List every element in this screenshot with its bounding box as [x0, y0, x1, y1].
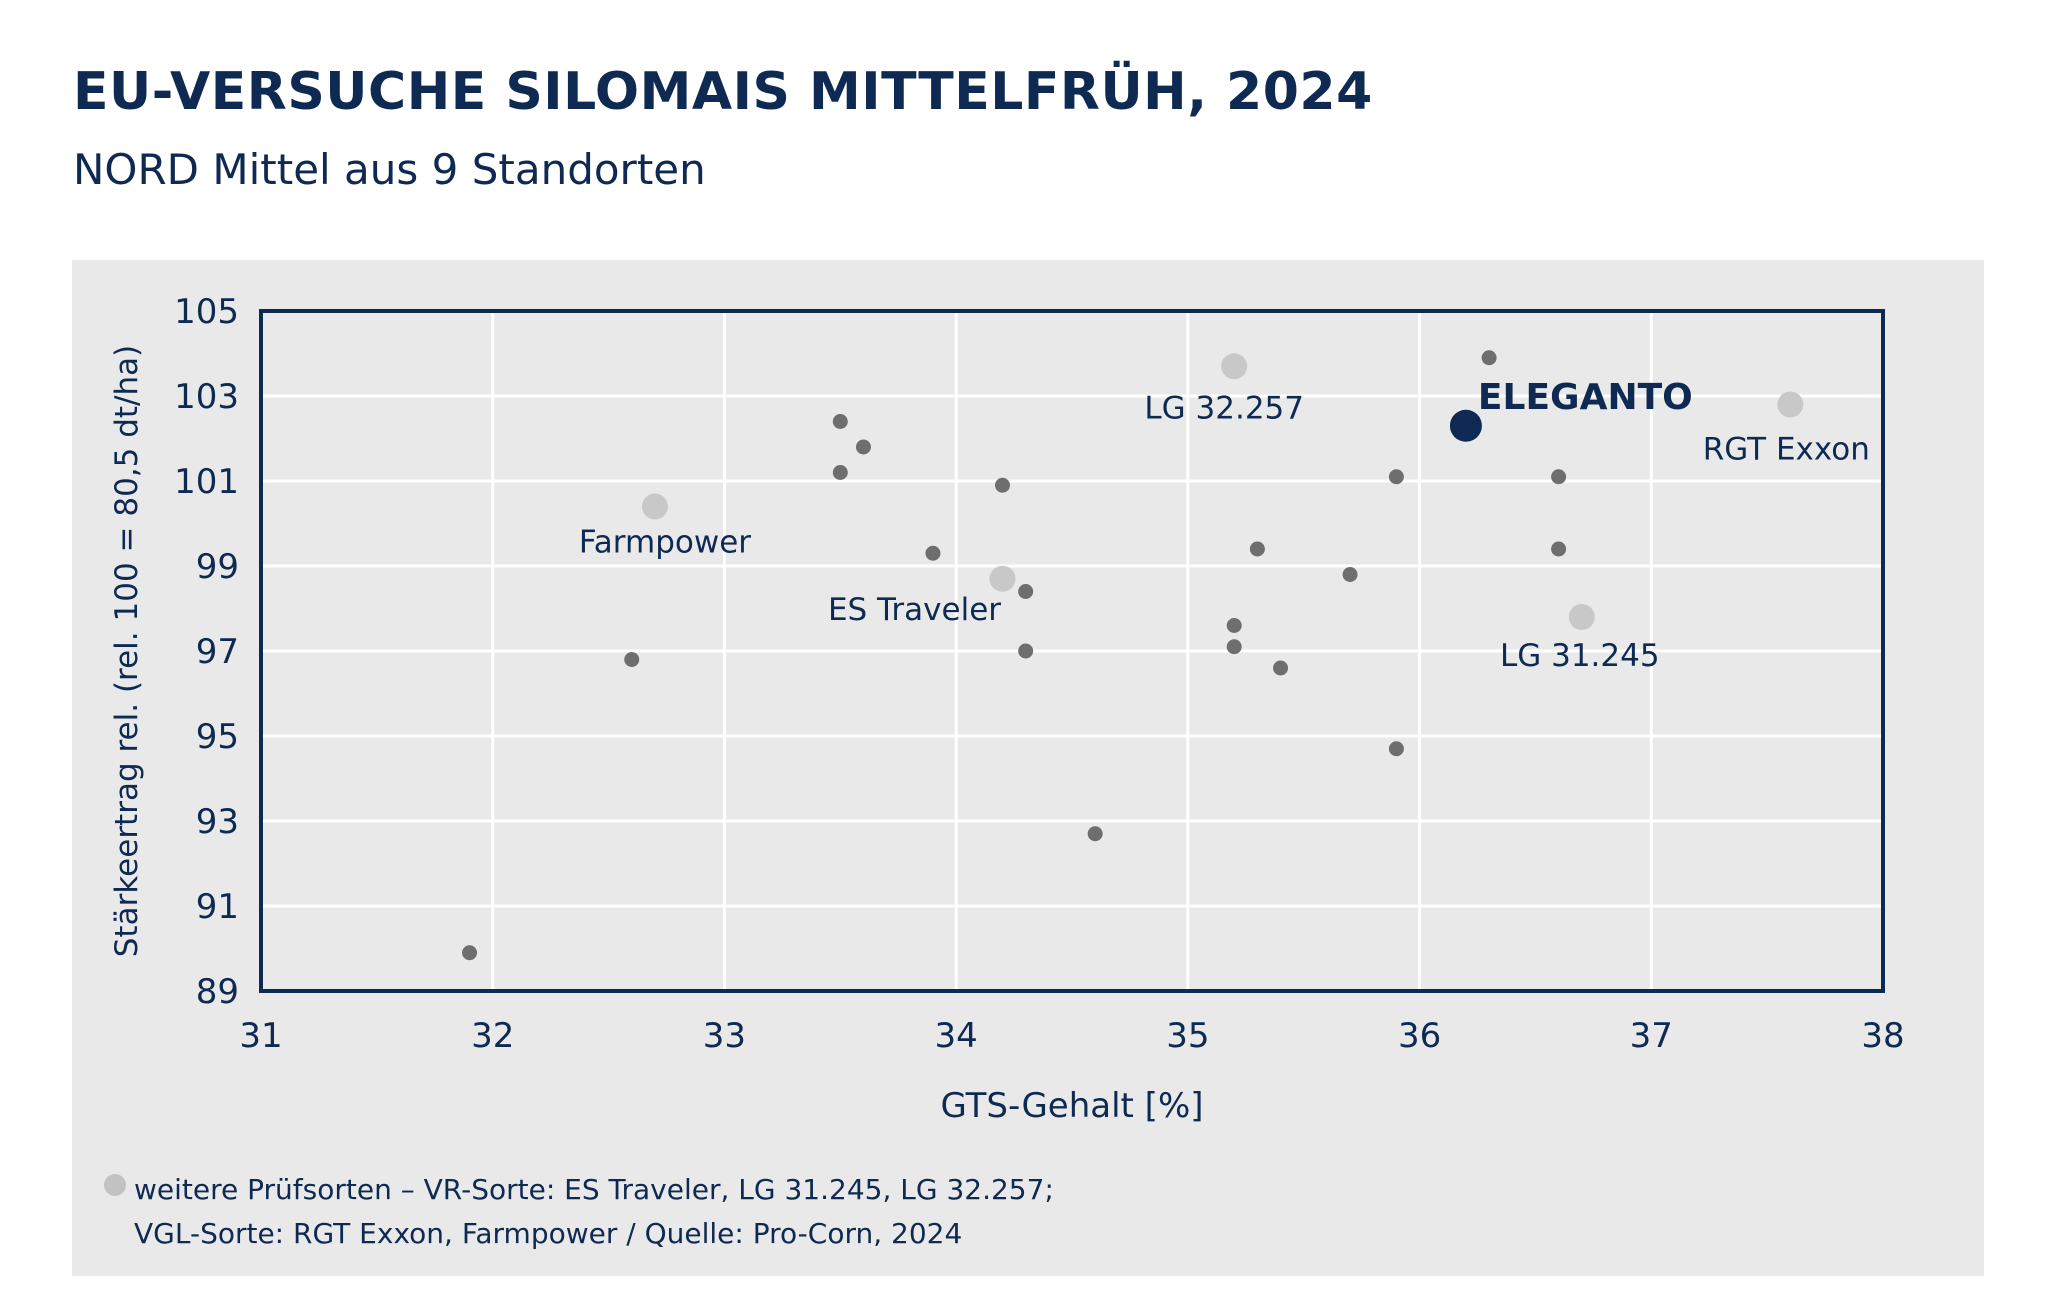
x-tick-label: 33	[703, 1016, 746, 1056]
data-point-highlight	[1449, 409, 1482, 442]
footnote: weitere Prüfsorten – VR-Sorte: ES Travel…	[134, 1168, 1054, 1256]
chart-panel	[72, 260, 1984, 1276]
data-point-comparison	[989, 565, 1016, 592]
y-tick-label: 97	[196, 632, 239, 672]
data-point-other	[855, 439, 871, 455]
y-tick-label: 101	[174, 462, 239, 502]
data-point-other	[1551, 469, 1567, 485]
data-point-other	[1342, 567, 1358, 582]
y-tick-label: 99	[196, 547, 239, 587]
y-tick-label: 93	[196, 802, 239, 842]
x-tick-label: 35	[1166, 1016, 1209, 1056]
data-point-other	[832, 465, 848, 480]
data-point-other	[1087, 826, 1103, 842]
data-label-comparison: RGT Exxon	[1703, 432, 1870, 468]
x-tick-label: 32	[471, 1016, 514, 1056]
x-tick-label: 38	[1861, 1016, 1904, 1056]
data-label-highlight: ELEGANTO	[1478, 377, 1693, 418]
y-axis-label: Stärkeertrag rel. (rel. 100 = 80,5 dt/ha…	[109, 345, 145, 958]
data-point-other	[1226, 618, 1242, 633]
data-label-comparison: ES Traveler	[828, 592, 1001, 628]
data-point-other	[832, 414, 848, 429]
data-point-other	[1018, 643, 1034, 659]
y-tick-label: 95	[196, 717, 239, 757]
data-point-other	[1249, 541, 1265, 557]
x-tick-label: 37	[1630, 1016, 1673, 1056]
data-label-comparison: LG 31.245	[1500, 638, 1660, 674]
data-point-comparison	[1777, 391, 1804, 418]
y-tick-label: 105	[174, 292, 239, 332]
data-point-other	[624, 652, 640, 667]
x-tick-label: 31	[239, 1016, 282, 1056]
data-point-other	[1018, 584, 1034, 599]
data-point-other	[1481, 350, 1497, 366]
data-label-comparison: Farmpower	[579, 525, 751, 561]
data-point-other	[1388, 741, 1404, 757]
x-tick-label: 34	[935, 1016, 978, 1056]
data-point-other	[1226, 639, 1242, 655]
chart-title: EU-VERSUCHE SILOMAIS MITTELFRÜH, 2024	[73, 62, 1373, 122]
footnote-line-2: VGL-Sorte: RGT Exxon, Farmpower / Quelle…	[134, 1217, 963, 1250]
data-label-comparison: LG 32.257	[1144, 390, 1304, 426]
data-point-other	[925, 545, 941, 561]
data-point-other	[994, 477, 1010, 493]
y-tick-label: 89	[196, 972, 239, 1012]
data-point-comparison	[1221, 353, 1248, 380]
footnote-line-1: weitere Prüfsorten – VR-Sorte: ES Travel…	[134, 1173, 1054, 1206]
data-point-other	[1551, 541, 1567, 557]
data-point-comparison	[641, 493, 668, 520]
y-tick-label: 91	[196, 887, 239, 927]
x-axis-label: GTS-Gehalt [%]	[940, 1086, 1203, 1126]
plot-frame	[259, 309, 1885, 993]
data-point-other	[462, 945, 478, 961]
legend-marker-comparison	[104, 1174, 126, 1196]
data-point-comparison	[1568, 604, 1595, 630]
chart-subtitle: NORD Mittel aus 9 Standorten	[73, 145, 706, 194]
x-tick-label: 36	[1398, 1016, 1441, 1056]
data-point-other	[1273, 660, 1289, 676]
y-tick-label: 103	[174, 377, 239, 417]
data-point-other	[1388, 469, 1404, 485]
